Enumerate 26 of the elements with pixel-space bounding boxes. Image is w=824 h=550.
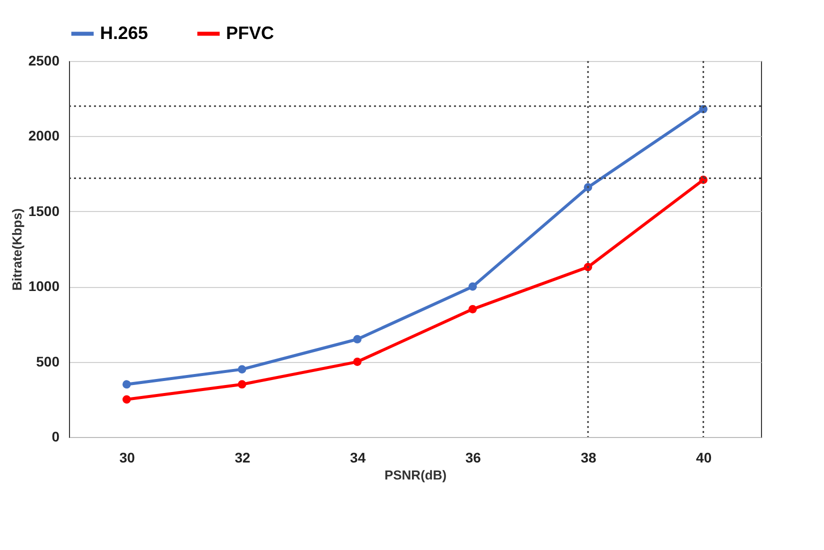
point	[122, 380, 131, 389]
y-tick-label: 1500	[28, 202, 60, 219]
point	[238, 365, 246, 374]
legend-label: H.265	[100, 22, 148, 43]
y-axis-title: Bitrate(Kbps)	[9, 208, 24, 291]
x-tick-label: 34	[350, 450, 366, 466]
legend-label: PFVC	[226, 22, 274, 43]
point	[353, 335, 362, 344]
x-tick-label: 36	[465, 450, 482, 466]
x-tick-label: 38	[580, 450, 596, 466]
point	[584, 262, 592, 272]
x-tick-label: 30	[119, 450, 136, 466]
y-tick-label: 0	[52, 428, 60, 444]
point	[468, 282, 477, 291]
x-tick-label: 32	[234, 450, 250, 466]
x-tick-label: 40	[696, 450, 712, 466]
x-axis-title: PSNR(dB)	[384, 468, 447, 482]
point	[468, 304, 477, 314]
y-tick-label: 2500	[28, 52, 60, 68]
point	[122, 395, 131, 404]
y-tick-label: 2000	[28, 128, 60, 144]
y-tick-label: 500	[36, 353, 60, 370]
point	[353, 358, 362, 366]
point	[584, 183, 592, 192]
y-tick-label: 1000	[28, 278, 60, 294]
point	[238, 380, 246, 389]
